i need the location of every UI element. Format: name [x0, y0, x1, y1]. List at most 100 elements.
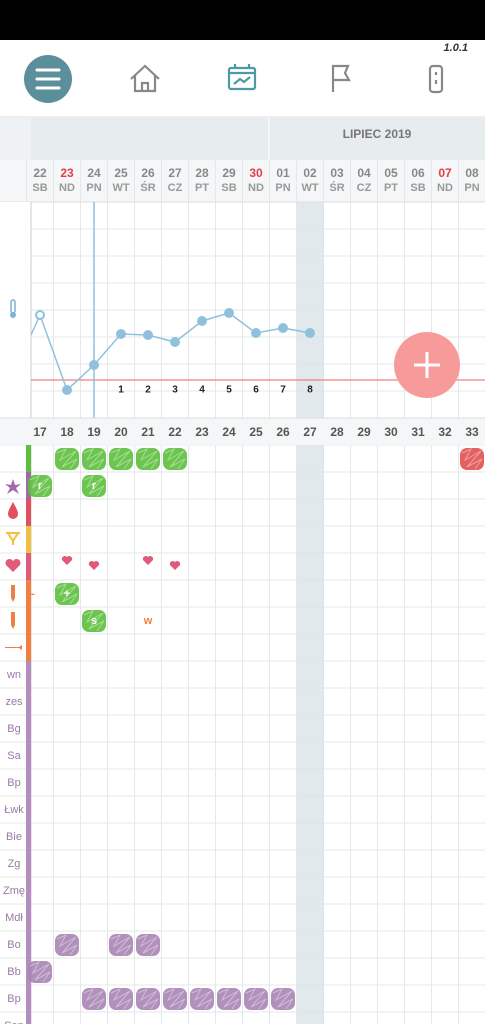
cycle-day: 29 [357, 425, 371, 439]
row-stripe [26, 850, 31, 877]
date-day: 27 [168, 166, 182, 180]
entry-mark [82, 610, 106, 632]
entry-scribble [29, 960, 51, 983]
cycle-day: 30 [384, 425, 398, 439]
date-weekday: CZ [357, 182, 372, 194]
phase-number: 5 [226, 385, 232, 396]
month-band-left [0, 118, 31, 160]
date-day: 25 [114, 166, 128, 180]
date-weekday: ND [437, 182, 453, 194]
row-label: Zmę [3, 885, 25, 897]
entry-mark [55, 448, 79, 470]
entry-mark [460, 448, 484, 470]
entry-scribble [56, 582, 78, 605]
entry-mark [28, 961, 52, 983]
entry-scribble [191, 987, 213, 1010]
entry-mark [163, 988, 187, 1010]
row-stripe [26, 661, 31, 688]
row-stripe [26, 445, 31, 472]
device-icon[interactable] [428, 64, 444, 94]
row-stripe [26, 769, 31, 796]
row-stripe [26, 553, 31, 580]
chart-icon[interactable] [227, 64, 257, 91]
row-icon [5, 558, 21, 572]
cycle-day: 26 [276, 425, 290, 439]
entry-scribble [56, 447, 78, 470]
date-weekday: ŚR [329, 181, 344, 194]
nav-bar [0, 55, 485, 118]
mark-text: r [38, 480, 43, 492]
row-icon [5, 645, 22, 650]
row-label: Bp [7, 777, 20, 789]
entry-mark [55, 583, 79, 605]
cycle-day: 17 [33, 425, 47, 439]
date-day: 08 [465, 166, 479, 180]
month-label: LIPIEC 2019 [343, 127, 412, 141]
phase-number: 2 [145, 385, 151, 396]
entry-mark [163, 448, 187, 470]
add-button[interactable] [394, 332, 460, 398]
entry-scribble [461, 447, 483, 470]
phase-number: 1 [118, 385, 124, 396]
row-stripe [26, 931, 31, 958]
date-day: 29 [222, 166, 236, 180]
row-stripe [26, 823, 31, 850]
row-icon [5, 479, 21, 494]
entry-mark [28, 475, 52, 497]
date-weekday: CZ [168, 182, 183, 194]
cycle-day: 33 [465, 425, 479, 439]
cycle-day: 24 [222, 425, 236, 439]
entry-scribble [110, 933, 132, 956]
home-icon[interactable] [130, 64, 160, 93]
date-day: 02 [303, 166, 317, 180]
date-day: 03 [330, 166, 344, 180]
row-label: Bg [7, 723, 20, 735]
date-day: 23 [60, 166, 74, 180]
cycle-day: 25 [249, 425, 263, 439]
entry-mark [136, 934, 160, 956]
mark-text: r [92, 480, 97, 492]
date-weekday: SB [410, 182, 425, 194]
row-icon [11, 612, 15, 629]
entry-mark [217, 988, 241, 1010]
row-stripe [26, 742, 31, 769]
mark-text: + [64, 588, 70, 600]
row-label: Mdł [5, 912, 23, 924]
cycle-day: 23 [195, 425, 209, 439]
date-day: 22 [33, 166, 47, 180]
entry-scribble [56, 933, 78, 956]
status-bar [0, 0, 485, 40]
temperature-line [30, 312, 311, 392]
entry-scribble [137, 447, 159, 470]
row-label: wn [6, 669, 21, 681]
date-day: 28 [195, 166, 209, 180]
phase-number: 7 [280, 385, 286, 396]
cycle-day: 18 [60, 425, 74, 439]
row-label: Łwk [4, 804, 24, 816]
entry-scribble [83, 447, 105, 470]
cycle-day: 20 [114, 425, 128, 439]
row-label: Bp [7, 993, 20, 1005]
entry-mark [109, 448, 133, 470]
row-stripe [26, 499, 31, 526]
entry-mark [109, 988, 133, 1010]
flag-icon[interactable] [331, 64, 351, 92]
date-weekday: ND [248, 182, 264, 194]
entry-scribble [272, 987, 294, 1010]
date-weekday: SB [221, 182, 236, 194]
date-weekday: WT [301, 182, 318, 194]
date-weekday: ND [59, 182, 75, 194]
row-icon [6, 532, 20, 545]
row-stripe [26, 688, 31, 715]
row-icon [8, 502, 18, 519]
entry-mark [82, 448, 106, 470]
entry-scribble [29, 474, 51, 497]
cycle-day: 21 [141, 425, 155, 439]
entry-scribble [137, 933, 159, 956]
row-stripe [26, 1012, 31, 1024]
entry-scribble [137, 987, 159, 1010]
entry-scribble [83, 474, 105, 497]
date-day: 06 [411, 166, 425, 180]
entry-scribble [164, 447, 186, 470]
